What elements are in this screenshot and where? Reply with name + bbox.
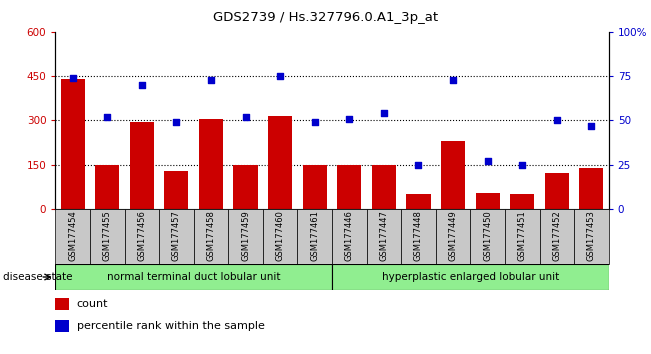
- Text: GSM177456: GSM177456: [137, 210, 146, 261]
- Point: [448, 77, 458, 82]
- Bar: [55, 298, 69, 310]
- Bar: [55, 320, 69, 332]
- Bar: [55, 209, 90, 264]
- Bar: [406, 194, 430, 209]
- Point: [379, 110, 389, 116]
- Point: [68, 75, 78, 81]
- Text: GSM177446: GSM177446: [345, 210, 353, 261]
- Text: GSM177450: GSM177450: [483, 210, 492, 261]
- Bar: [234, 165, 258, 209]
- Text: GSM177454: GSM177454: [68, 210, 77, 261]
- Bar: [545, 173, 569, 209]
- Text: GSM177448: GSM177448: [414, 210, 423, 261]
- Text: normal terminal duct lobular unit: normal terminal duct lobular unit: [107, 272, 281, 282]
- Point: [482, 158, 493, 164]
- Point: [171, 119, 182, 125]
- Text: GSM177449: GSM177449: [449, 210, 458, 261]
- Bar: [441, 141, 465, 209]
- Bar: [268, 116, 292, 209]
- Bar: [540, 209, 574, 264]
- Text: count: count: [77, 299, 108, 309]
- Bar: [130, 122, 154, 209]
- Text: GSM177452: GSM177452: [552, 210, 561, 261]
- Text: GSM177453: GSM177453: [587, 210, 596, 261]
- Text: GSM177455: GSM177455: [103, 210, 112, 261]
- Text: GSM177447: GSM177447: [380, 210, 389, 261]
- Bar: [124, 209, 159, 264]
- Text: GSM177458: GSM177458: [206, 210, 215, 261]
- Bar: [337, 165, 361, 209]
- Text: hyperplastic enlarged lobular unit: hyperplastic enlarged lobular unit: [381, 272, 559, 282]
- Bar: [332, 264, 609, 290]
- Point: [309, 119, 320, 125]
- Bar: [470, 209, 505, 264]
- Bar: [579, 167, 603, 209]
- Bar: [90, 209, 124, 264]
- Point: [517, 162, 527, 167]
- Point: [413, 162, 424, 167]
- Point: [344, 116, 355, 121]
- Point: [137, 82, 147, 88]
- Text: disease state: disease state: [3, 272, 73, 282]
- Text: GSM177460: GSM177460: [275, 210, 284, 261]
- Text: GSM177459: GSM177459: [241, 210, 250, 261]
- Text: GSM177451: GSM177451: [518, 210, 527, 261]
- Bar: [475, 193, 500, 209]
- Bar: [229, 209, 263, 264]
- Bar: [574, 209, 609, 264]
- Bar: [61, 79, 85, 209]
- Point: [275, 73, 285, 79]
- Text: GSM177461: GSM177461: [311, 210, 319, 261]
- Bar: [303, 165, 327, 209]
- Text: GDS2739 / Hs.327796.0.A1_3p_at: GDS2739 / Hs.327796.0.A1_3p_at: [213, 11, 438, 24]
- Bar: [510, 194, 534, 209]
- Bar: [159, 209, 194, 264]
- Point: [551, 118, 562, 123]
- Point: [206, 77, 216, 82]
- Text: GSM177457: GSM177457: [172, 210, 181, 261]
- Point: [586, 123, 596, 129]
- Bar: [401, 209, 436, 264]
- Bar: [372, 165, 396, 209]
- Bar: [164, 171, 189, 209]
- Bar: [367, 209, 401, 264]
- Bar: [55, 264, 332, 290]
- Point: [102, 114, 113, 120]
- Point: [240, 114, 251, 120]
- Bar: [199, 119, 223, 209]
- Bar: [263, 209, 298, 264]
- Bar: [298, 209, 332, 264]
- Bar: [332, 209, 367, 264]
- Bar: [505, 209, 540, 264]
- Bar: [95, 165, 119, 209]
- Bar: [194, 209, 229, 264]
- Text: percentile rank within the sample: percentile rank within the sample: [77, 321, 264, 331]
- Bar: [436, 209, 470, 264]
